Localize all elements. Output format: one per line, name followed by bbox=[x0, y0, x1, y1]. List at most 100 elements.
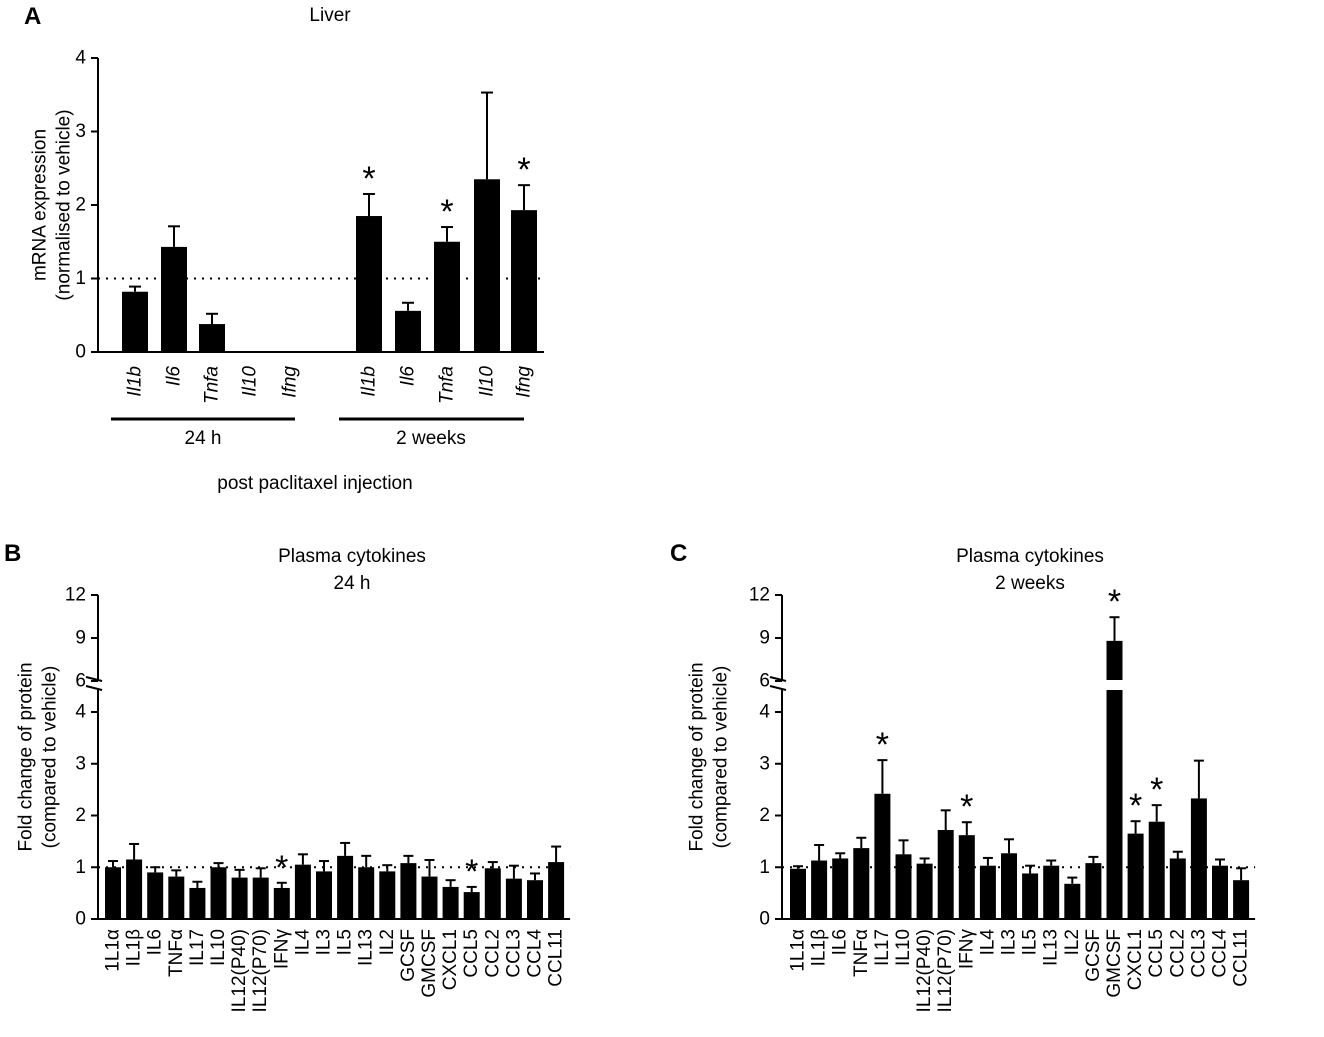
panel-c-category-1: IL1β bbox=[809, 929, 830, 966]
panel-c-category-9: IL4 bbox=[977, 929, 998, 956]
panel-a-category-1-4-text: Ifng bbox=[514, 366, 535, 398]
panel-b-category-10: IL3 bbox=[314, 929, 335, 955]
panel-a-category-0-4-text: Ifng bbox=[280, 366, 301, 398]
panel-c-axis-break-upper bbox=[769, 676, 787, 682]
panel-b-significance-IFNγ: * bbox=[275, 849, 288, 887]
panel-a-ytick-label-3: 3 bbox=[75, 121, 86, 142]
panel-b-category-18: CCL2 bbox=[482, 929, 503, 978]
panel-a-bar-24h-Tnfa bbox=[199, 324, 225, 352]
panel-c-bar-IL1β bbox=[811, 860, 828, 919]
panel-b-category-12-text: IL13 bbox=[356, 929, 377, 966]
panel-a-category-0-1: Il6 bbox=[164, 366, 185, 387]
panel-a-bar-24h-Il1b bbox=[122, 291, 148, 352]
panel-b-ytick-label-9: 9 bbox=[75, 628, 86, 649]
panel-b-category-19-text: CCL3 bbox=[503, 929, 524, 978]
panel-b-ytick-label-3: 3 bbox=[75, 753, 86, 774]
panel-b-category-17: CCL5 bbox=[461, 929, 482, 978]
panel-c-category-18-text: CCL2 bbox=[1167, 929, 1188, 978]
panel-b-bar-IL5 bbox=[337, 855, 354, 919]
panel-b-category-9-text: IL4 bbox=[292, 929, 313, 956]
panel-b-bar-IL6 bbox=[147, 872, 164, 919]
panel-c-ytick-label-0: 0 bbox=[759, 909, 770, 930]
panel-b-significance-CCL5: * bbox=[465, 853, 478, 891]
panel-a-category-1-1: Il6 bbox=[398, 366, 419, 387]
panel-c-category-17-text: CCL5 bbox=[1146, 929, 1167, 978]
panel-a-category-1-0-text: Il1b bbox=[359, 366, 380, 397]
panel-c-category-5: IL10 bbox=[893, 929, 914, 966]
panel-c-category-0: 1L1α bbox=[788, 929, 809, 972]
panel-c-ytick-label-3: 3 bbox=[759, 753, 770, 774]
panel-b-category-18-text: CCL2 bbox=[482, 929, 503, 978]
panel-c-bar-CCL3 bbox=[1190, 798, 1207, 919]
panel-b-ytick-label-1: 1 bbox=[75, 857, 86, 878]
panel-c-bar-IL10 bbox=[895, 854, 912, 919]
panel-a-x-axis-label: post paclitaxel injection bbox=[217, 473, 412, 494]
panel-b-category-17-text: CCL5 bbox=[461, 929, 482, 978]
panel-c-bar-IL2 bbox=[1064, 883, 1081, 919]
panel-b-category-0: 1L1α bbox=[103, 929, 124, 972]
panel-c-category-7-text: IL12(P70) bbox=[935, 929, 956, 1012]
panel-c-bar-break-GMCSF bbox=[1105, 680, 1124, 690]
panel-b-y-axis-label-line-1: (compared to vehicle) bbox=[40, 666, 61, 849]
panel-c-y-axis-label-line-0: Fold change of protein bbox=[687, 662, 708, 851]
panel-a-significance-1-2: * bbox=[440, 193, 453, 231]
panel-b-bar-CCL3 bbox=[505, 878, 522, 919]
panel-a-category-0-4: Ifng bbox=[280, 366, 301, 398]
panel-c-category-19-text: CCL3 bbox=[1188, 929, 1209, 978]
panel-b-title: Plasma cytokines bbox=[278, 546, 426, 567]
panel-b-category-11: IL5 bbox=[335, 929, 356, 955]
panel-c-bar-IL12(P40) bbox=[916, 863, 933, 919]
panel-b-category-5: IL10 bbox=[208, 929, 229, 966]
panel-c-ytick-label-9: 9 bbox=[759, 628, 770, 649]
panel-b-subtitle: 24 h bbox=[334, 573, 371, 594]
panel-c-significance-IFNγ: * bbox=[960, 788, 973, 826]
panel-b-category-16-text: CXCL1 bbox=[440, 929, 461, 990]
panel-c-category-8-text: IFNγ bbox=[956, 929, 977, 970]
panel-a-y-axis-label-line-1: (normalised to vehicle) bbox=[54, 109, 75, 300]
panel-c-bar-IL4 bbox=[979, 865, 996, 919]
panel-a-category-0-1-text: Il6 bbox=[164, 366, 185, 387]
panel-a-significance-1-0: * bbox=[362, 160, 375, 198]
panel-c-ytick-label-6: 6 bbox=[759, 671, 770, 692]
panel-b-bar-CCL5 bbox=[463, 892, 480, 919]
panel-c-bar-1L1α bbox=[790, 868, 806, 919]
panel-b-category-10-text: IL3 bbox=[314, 929, 335, 955]
panel-a-category-0-0-text: Il1b bbox=[125, 366, 146, 397]
panel-a-bar-24h-Il6 bbox=[161, 246, 187, 352]
panel-c-category-16: CXCL1 bbox=[1125, 929, 1146, 990]
panel-c-bar-CCL2 bbox=[1169, 858, 1186, 919]
panel-b-category-5-text: IL10 bbox=[208, 929, 229, 966]
panel-b-ytick-label-12: 12 bbox=[65, 585, 86, 606]
panel-a-bar-2weeks-Tnfa bbox=[434, 241, 460, 352]
panel-b-ytick-label-0: 0 bbox=[75, 909, 86, 930]
panel-a-bar-2weeks-Il6 bbox=[395, 310, 421, 352]
panel-c-category-3-text: TNFα bbox=[851, 929, 872, 977]
panel-b-category-2: IL6 bbox=[145, 929, 166, 955]
panel-c-category-11-text: IL5 bbox=[1020, 929, 1041, 955]
panel-b-bar-IL13 bbox=[358, 867, 375, 919]
panel-c-category-7: IL12(P70) bbox=[935, 929, 956, 1012]
panel-c-category-3: TNFα bbox=[851, 929, 872, 977]
panel-b-category-19: CCL3 bbox=[503, 929, 524, 978]
panel-c-category-12: IL13 bbox=[1041, 929, 1062, 966]
panel-b-bar-IL3 bbox=[316, 871, 332, 919]
panel-c-bar-CCL5 bbox=[1148, 821, 1165, 919]
panel-b-ytick-label-4: 4 bbox=[75, 702, 86, 723]
panel-a-title: Liver bbox=[309, 5, 351, 26]
panel-c-significance-GMCSF: * bbox=[1108, 583, 1121, 621]
panel-c-category-13: IL2 bbox=[1062, 929, 1083, 955]
panel-b-bar-CCL4 bbox=[527, 880, 543, 919]
panel-a-category-1-0: Il1b bbox=[359, 366, 380, 397]
panel-c-category-10-text: IL3 bbox=[999, 929, 1020, 955]
panel-b-bar-IL1β bbox=[126, 859, 143, 919]
panel-c-significance-CCL5: * bbox=[1150, 771, 1163, 809]
panel-c-category-9-text: IL4 bbox=[977, 929, 998, 956]
panel-a-group-label-24h: 24 h bbox=[185, 428, 222, 449]
panel-c-bar-IL17 bbox=[874, 793, 891, 919]
panel-a-category-0-2-text: Tnfa bbox=[202, 366, 223, 404]
panel-c-bar-IL6 bbox=[832, 858, 849, 919]
panel-a-ytick-label-2: 2 bbox=[75, 195, 86, 216]
panel-b-category-20: CCL4 bbox=[525, 929, 546, 978]
panel-c-category-17: CCL5 bbox=[1146, 929, 1167, 978]
panel-c-bar-IL13 bbox=[1043, 865, 1060, 919]
